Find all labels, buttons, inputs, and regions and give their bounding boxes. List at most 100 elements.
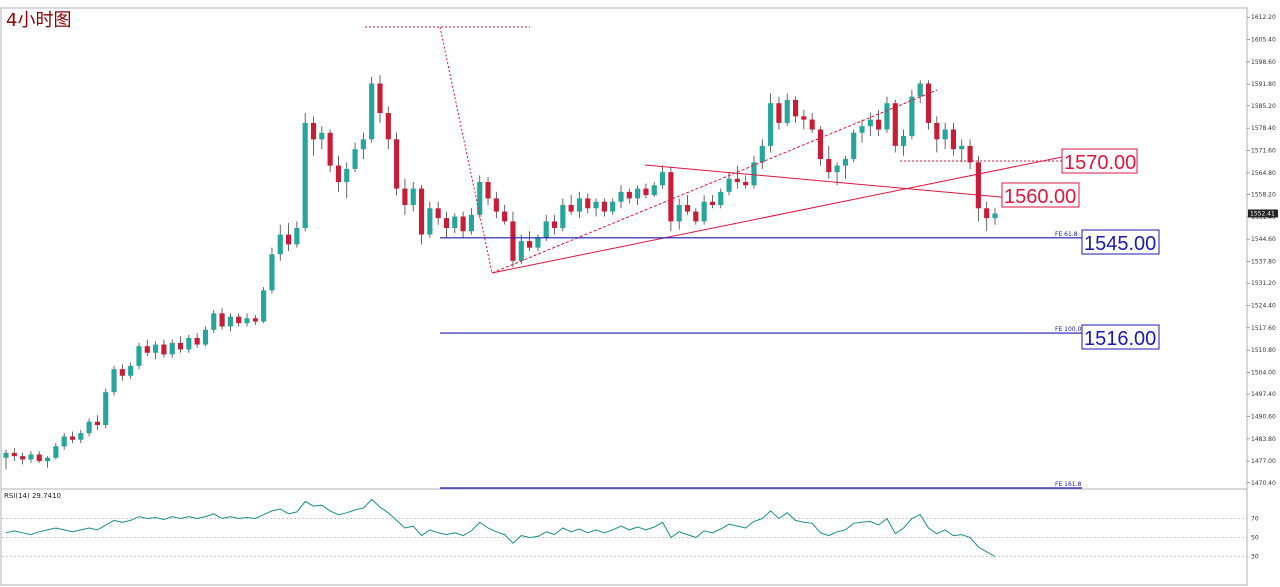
candle-body (842, 159, 848, 166)
level-1545-box (1081, 229, 1160, 255)
candle-body (693, 211, 699, 222)
candle-body (169, 342, 175, 355)
level-1516-box (1081, 324, 1160, 350)
y-tick-label: 1490.60 (1251, 413, 1276, 420)
candle-body (394, 139, 400, 189)
candles (3, 75, 998, 470)
candle-body (161, 344, 167, 355)
y-tick-label: 1510.80 (1251, 347, 1276, 354)
current-price-tag (1248, 209, 1278, 218)
candle-body (369, 83, 375, 140)
fe-100-label: FE 100.0 (1055, 326, 1082, 333)
y-tick-label: 1470.40 (1251, 480, 1276, 487)
candle-body (502, 211, 508, 222)
y-tick-label: 1591.80 (1251, 81, 1276, 88)
y-tick-label: 1585.20 (1251, 103, 1276, 110)
candle-body (576, 198, 583, 212)
candle-body (593, 201, 599, 209)
y-tick-label: 1537.80 (1251, 258, 1276, 265)
level-1545-text: 1545.00 (1084, 233, 1156, 255)
candle-body (344, 168, 350, 183)
level-1516-text: 1516.00 (1084, 328, 1156, 350)
rsi-pane-frame (0, 488, 1248, 586)
candle-body (834, 165, 840, 173)
candle-body (94, 421, 100, 425)
candle-body (302, 122, 308, 228)
candle-body (859, 126, 865, 133)
rsi-indicator: 70 50 30 (2, 498, 1259, 561)
candle-body (28, 454, 34, 460)
candle-body (626, 191, 632, 199)
candle-body (69, 436, 76, 440)
candle-body (443, 218, 450, 228)
level-1560-box (1001, 182, 1080, 208)
candle-body (726, 178, 732, 192)
candle-body (751, 162, 757, 186)
chart-title: 4小时图 (6, 10, 71, 31)
rsi-line (5, 498, 996, 557)
candle-body (701, 201, 707, 222)
price-axis: 1612.20 1605.40 1598.60 1591.80 1585.20 1578.… (1247, 14, 1278, 487)
candle-body (809, 119, 815, 130)
candle-body (568, 204, 574, 212)
candle-body (294, 227, 300, 245)
candle-body (103, 392, 109, 425)
candle-body (219, 313, 225, 327)
candle-body (826, 159, 832, 173)
candle-body (410, 188, 416, 205)
candle-body (435, 208, 441, 219)
candle-body (144, 346, 150, 353)
candle-body (876, 119, 882, 130)
candle-body (768, 103, 774, 146)
candle-body (784, 99, 790, 123)
candle-body (153, 344, 159, 353)
rsi-level-label: 50 (1251, 535, 1259, 542)
y-tick-label: 1517.60 (1251, 325, 1276, 332)
y-tick-label: 1578.40 (1251, 125, 1276, 132)
candle-body (377, 83, 383, 114)
candle-body (676, 204, 682, 222)
candle-body (934, 122, 940, 140)
candle-body (3, 452, 9, 458)
candle-body (535, 237, 541, 248)
candle-body (252, 318, 258, 322)
y-tick-label: 1477.00 (1251, 458, 1276, 465)
current-price-label: 1552.41 (1250, 211, 1275, 218)
candle-body (202, 329, 209, 345)
rsi-label: RSI(14) 29.7410 (4, 492, 61, 500)
candle-body (851, 132, 857, 160)
candle-body (477, 182, 483, 215)
candle-body (527, 241, 533, 248)
y-tick-label: 1504.00 (1251, 369, 1276, 376)
candle-body (925, 83, 932, 123)
candle-body (635, 188, 641, 199)
y-tick-label: 1524.40 (1251, 302, 1276, 309)
candle-body (684, 204, 691, 212)
candle-body (261, 290, 267, 322)
candle-body (211, 313, 217, 330)
candle-body (136, 346, 142, 366)
candle-body (128, 365, 134, 376)
candle-body (61, 436, 67, 447)
candle-body (601, 201, 607, 212)
candle-body (984, 208, 990, 219)
candle-body (285, 234, 292, 245)
candle-body (277, 234, 283, 255)
candle-body (111, 369, 117, 393)
candle-body (460, 216, 466, 232)
candle-body (643, 188, 649, 196)
y-tick-label: 1483.80 (1251, 436, 1276, 443)
candle-body (709, 201, 716, 205)
candle-body (485, 182, 491, 199)
candle-body (917, 83, 923, 97)
candle-body (227, 316, 233, 327)
fe-61-8-label: FE 61.8 (1055, 231, 1078, 238)
candle-body (892, 103, 898, 146)
candle-body (468, 214, 474, 232)
candle-body (177, 342, 184, 350)
candle-body (759, 145, 765, 163)
rsi-level-label: 70 (1251, 516, 1259, 523)
candle-body (385, 113, 391, 140)
rising-trendline (491, 154, 1073, 274)
